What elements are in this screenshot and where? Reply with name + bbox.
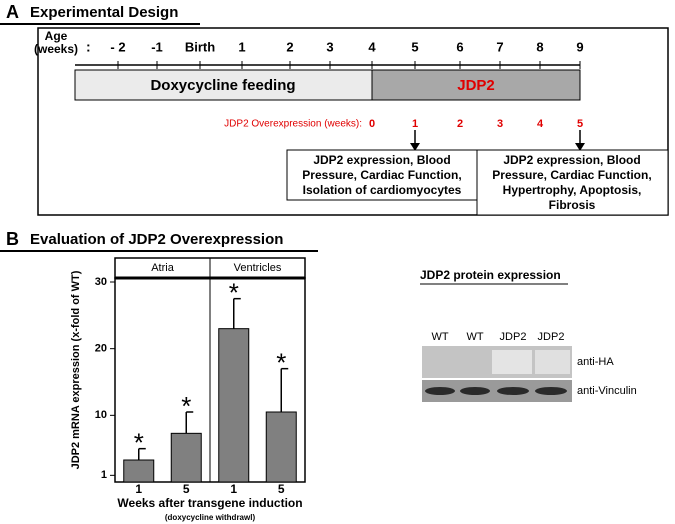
- outcome-text: Pressure, Cardiac Function,: [492, 168, 651, 182]
- age-tick-label: -1: [151, 39, 163, 54]
- overexpression-week: 3: [497, 118, 503, 130]
- design-frame: [37, 27, 669, 216]
- overexpression-week: 0: [369, 118, 375, 130]
- overexpression-week: 1: [412, 118, 418, 130]
- bar: [218, 328, 250, 483]
- outcome-text: Pressure, Cardiac Function,: [302, 168, 461, 182]
- overexpression-week: 4: [537, 118, 544, 130]
- x-tick-label: 1: [230, 482, 237, 496]
- x-tick-label: 5: [278, 482, 285, 496]
- overexpression-label: JDP2 Overexpression (weeks):: [224, 119, 362, 130]
- significance: *: [276, 348, 286, 378]
- age-tick-label: - 2: [110, 39, 125, 54]
- outcome-text: Fibrosis: [549, 198, 596, 212]
- lane-label: WT: [431, 331, 448, 343]
- arrows: [414, 130, 581, 148]
- blot-row-label: anti-Vinculin: [577, 385, 637, 397]
- x-axis-note: (doxycycline withdrawl): [165, 513, 256, 522]
- age-tick-label: 7: [496, 39, 503, 54]
- age-tick-label: 1: [238, 39, 245, 54]
- x-tick-label: 5: [183, 482, 190, 496]
- panel-title: Experimental Design: [30, 4, 178, 21]
- panel-label: A: [6, 2, 19, 22]
- lane-label: JDP2: [500, 331, 527, 343]
- outcome-text: JDP2 expression, Blood: [313, 153, 450, 167]
- outcome-box: [286, 149, 478, 201]
- age-colon: :: [86, 39, 91, 55]
- panel-label: B: [6, 229, 19, 249]
- blot-title: JDP2 protein expression: [420, 268, 561, 282]
- lane-label: JDP2: [538, 331, 565, 343]
- blot-band: [492, 350, 532, 374]
- outcome-box: [476, 149, 669, 216]
- age-tick-label: 9: [576, 39, 583, 54]
- y-tick-label: 30: [95, 276, 107, 288]
- age-tick-label: 4: [368, 39, 376, 54]
- y-tick-label: 1: [101, 469, 107, 481]
- lane-label: WT: [466, 331, 483, 343]
- bar: [265, 411, 297, 483]
- phase-label: Doxycycline feeding: [150, 77, 295, 94]
- x-tick-label: 1: [135, 482, 142, 496]
- age-label: Age: [45, 29, 68, 43]
- phase-label: JDP2: [457, 77, 495, 94]
- y-tick-label: 10: [95, 409, 107, 421]
- overexpression-week: 5: [577, 118, 583, 130]
- group-label: Atria: [151, 262, 175, 274]
- age-tick-label: 3: [326, 39, 333, 54]
- blot-band: [535, 350, 570, 374]
- age-tick-label: Birth: [185, 39, 215, 54]
- panel-title: Evaluation of JDP2 Overexpression: [30, 231, 283, 248]
- x-axis-label: Weeks after transgene induction: [117, 496, 302, 510]
- y-axis-label: JDP2 mRNA expression (x-fold of WT): [70, 270, 82, 469]
- age-tick-label: 2: [286, 39, 293, 54]
- outcome-text: Isolation of cardiomyocytes: [303, 183, 462, 197]
- overexpression-week: 2: [457, 118, 463, 130]
- phase-jdp2: [371, 69, 581, 101]
- arrowheads: [410, 143, 585, 151]
- outcome-text: Hypertrophy, Apoptosis,: [503, 183, 642, 197]
- y-tick-label: 20: [95, 343, 107, 355]
- significance: *: [134, 428, 144, 458]
- age-label: (weeks): [34, 42, 78, 56]
- age-tick-label: 5: [411, 39, 418, 54]
- group-label: Ventricles: [234, 262, 282, 274]
- blot-bands: [425, 387, 567, 395]
- significance: *: [229, 278, 239, 308]
- bar: [123, 459, 155, 483]
- phase-doxycycline: [74, 69, 373, 101]
- age-tick-label: 8: [536, 39, 543, 54]
- blot-row-label: anti-HA: [577, 356, 614, 368]
- significance: *: [181, 391, 191, 421]
- outcome-text: JDP2 expression, Blood: [503, 153, 640, 167]
- age-tick-label: 6: [456, 39, 463, 54]
- bar: [170, 432, 202, 483]
